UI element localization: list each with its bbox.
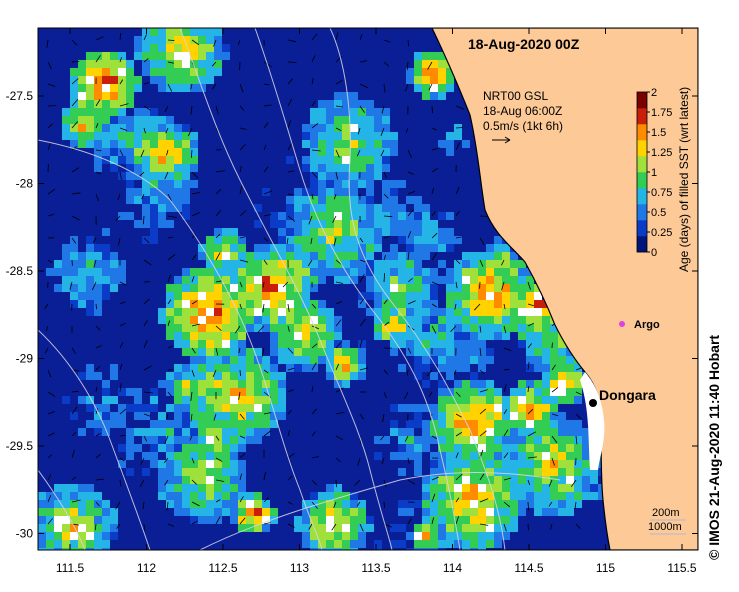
lon-tick-label: 112.5 bbox=[208, 561, 237, 575]
bathymetry-contours bbox=[38, 28, 561, 550]
argo-marker bbox=[619, 321, 625, 327]
colorbar-tick-label: 1.5 bbox=[651, 127, 666, 139]
colorbar-tick-label: 0 bbox=[651, 247, 657, 259]
lon-tick-label: 115.5 bbox=[667, 561, 696, 575]
vector-scale-label: 0.5m/s (1kt 6h) bbox=[483, 119, 563, 133]
copyright-notice: © IMOS 21-Aug-2020 11:40 Hobart bbox=[706, 334, 722, 560]
colorbar-tick-label: 0.25 bbox=[651, 227, 672, 239]
colorbar-segment bbox=[637, 124, 647, 141]
sst-age-pixels bbox=[38, 28, 606, 550]
lon-tick-label: 115 bbox=[596, 561, 615, 575]
contour-legend-200m: 200m bbox=[652, 507, 680, 519]
nearshore-no-data bbox=[580, 372, 605, 470]
dongara-marker bbox=[589, 399, 597, 407]
lat-tick-label: -27.5 bbox=[6, 89, 34, 103]
colorbar-tick-label: 1 bbox=[651, 167, 657, 179]
contour-line-1000m bbox=[254, 28, 461, 550]
lat-tick-label: -28 bbox=[16, 177, 34, 191]
map-frame bbox=[37, 27, 699, 551]
colorbar-segment bbox=[637, 108, 647, 125]
colorbar-tick-label: 2 bbox=[651, 87, 657, 99]
vector-scale-arrow bbox=[492, 136, 511, 144]
product-time: 18-Aug 06:00Z bbox=[483, 104, 562, 118]
latitude-axis: -27.5 -28 -28.5 -29 -29.5 -30 bbox=[6, 89, 698, 541]
colorbar-tick-label: 1.25 bbox=[651, 147, 672, 159]
contour-line-4000m bbox=[38, 329, 151, 550]
colorbar-segment bbox=[637, 172, 647, 189]
colorbar-segment bbox=[637, 92, 647, 109]
colorbar-segment bbox=[637, 236, 647, 253]
current-vectors bbox=[44, 32, 583, 532]
lat-tick-label: -28.5 bbox=[6, 264, 34, 278]
contour-line-3000m bbox=[38, 139, 323, 550]
colorbar-segment bbox=[637, 140, 647, 157]
colorbar-label: Age (days) of filled SST (wrt latest) bbox=[677, 87, 691, 272]
place-argo: Argo bbox=[619, 319, 660, 331]
contour-line-5000m bbox=[38, 469, 86, 550]
coastline-land bbox=[431, 28, 698, 550]
lon-tick-label: 113 bbox=[290, 561, 309, 575]
lat-tick-label: -30 bbox=[16, 527, 34, 541]
lon-tick-label: 112 bbox=[137, 561, 156, 575]
lat-tick-label: -29 bbox=[16, 352, 34, 366]
map-plot-area bbox=[38, 28, 698, 550]
contour-legend-1000m: 1000m bbox=[648, 521, 682, 533]
contour-line-deep bbox=[199, 472, 561, 550]
colorbar-tick-label: 1.75 bbox=[651, 107, 672, 119]
colorbar-tick-label: 0.75 bbox=[651, 187, 672, 199]
place-dongara: Dongara bbox=[589, 387, 656, 407]
colorbar: 0 0.25 0.5 0.75 1 1.25 1.5 1.75 2 bbox=[636, 87, 672, 259]
longitude-axis: 111.5 112 112.5 113 113.5 114 114.5 115 115.5 bbox=[56, 28, 697, 575]
colorbar-segment bbox=[637, 204, 647, 221]
colorbar-segment bbox=[637, 188, 647, 205]
lon-tick-label: 114 bbox=[443, 561, 462, 575]
lon-tick-label: 113.5 bbox=[361, 561, 390, 575]
argo-label: Argo bbox=[634, 319, 660, 331]
lon-tick-label: 111.5 bbox=[56, 561, 85, 575]
contour-line-200m bbox=[329, 28, 506, 550]
map-title: 18-Aug-2020 00Z bbox=[468, 36, 580, 52]
lat-tick-label: -29.5 bbox=[6, 439, 34, 453]
dongara-label: Dongara bbox=[599, 387, 656, 403]
colorbar-segment bbox=[637, 156, 647, 173]
colorbar-segment bbox=[637, 220, 647, 237]
lon-tick-label: 114.5 bbox=[514, 561, 543, 575]
product-name: NRT00 GSL bbox=[483, 89, 548, 103]
colorbar-tick-label: 0.5 bbox=[651, 207, 666, 219]
